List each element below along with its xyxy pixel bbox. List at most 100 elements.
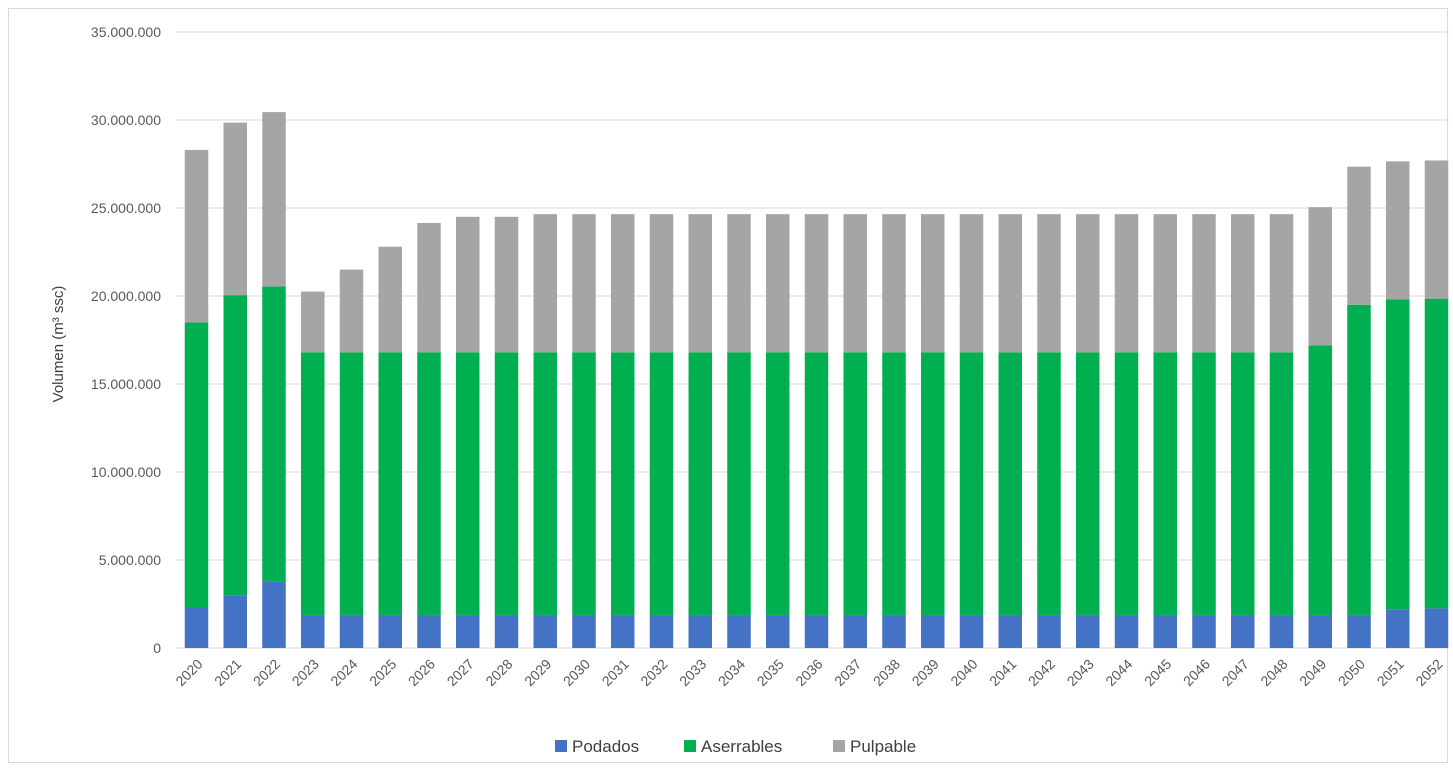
bar-segment-pulpable: [533, 214, 557, 353]
bar-segment-podados: [301, 615, 325, 648]
legend-swatch-pulpable: [833, 740, 845, 752]
bar-segment-aserrables: [1114, 352, 1139, 616]
bar-segment-pulpable: [456, 216, 480, 353]
bar-segment-pulpable: [184, 149, 209, 323]
legend-label-podados: Podados: [572, 737, 639, 756]
bar-segment-pulpable: [262, 112, 286, 287]
bar-segment-podados: [688, 615, 712, 648]
legend-swatch-aserrables: [684, 740, 696, 752]
bar-segment-pulpable: [766, 214, 790, 353]
bar-segment-podados: [882, 615, 906, 648]
bar-segment-aserrables: [1347, 304, 1371, 616]
bar-segment-pulpable: [649, 214, 674, 353]
bar-segment-pulpable: [959, 214, 984, 353]
bar-segment-pulpable: [301, 291, 325, 353]
x-tick-label: 2020: [172, 656, 205, 689]
x-tick-label: 2024: [327, 656, 360, 689]
x-tick-label: 2022: [250, 656, 283, 689]
bar-segment-pulpable: [688, 214, 712, 353]
x-tick-label: 2043: [1064, 656, 1097, 689]
bar-segment-aserrables: [1269, 352, 1294, 616]
y-tick-label: 20.000.000: [91, 288, 161, 304]
bar-segment-aserrables: [184, 322, 209, 608]
bar-segment-aserrables: [998, 352, 1022, 616]
chart-container: 0 5.000.000 10.000.000 15.000.000 20.000.000…: [8, 8, 1449, 763]
y-axis-title: Volumen (m³ ssc): [50, 286, 67, 403]
legend: Podados Aserrables Pulpable: [555, 737, 916, 756]
bar-segment-podados: [184, 607, 209, 648]
x-tick-label: 2040: [947, 656, 980, 689]
bar-segment-podados: [1192, 615, 1216, 648]
x-tick-label: 2039: [909, 656, 942, 689]
x-tick-label: 2032: [637, 656, 670, 689]
y-tick-label: 15.000.000: [91, 376, 161, 392]
bar-segment-podados: [998, 615, 1022, 648]
bar-segment-aserrables: [262, 286, 286, 582]
y-tick-label: 10.000.000: [91, 464, 161, 480]
bar-segment-aserrables: [1076, 352, 1100, 616]
bar-segment-aserrables: [688, 352, 712, 616]
x-tick-label: 2027: [444, 656, 477, 689]
legend-label-aserrables: Aserrables: [701, 737, 782, 756]
x-tick-label: 2037: [831, 656, 864, 689]
x-tick-label: 2023: [289, 656, 322, 689]
bar-segment-aserrables: [1386, 299, 1410, 610]
bar-segment-podados: [494, 615, 519, 648]
bar-segment-podados: [1114, 615, 1139, 648]
bar-segment-aserrables: [959, 352, 984, 616]
bar-segment-podados: [1308, 615, 1332, 648]
bar-segment-podados: [766, 615, 790, 648]
x-tick-label: 2052: [1412, 656, 1445, 689]
x-axis-tick-labels: 2020 2021 2022 2023 2024 2025 2026 2027 2028 2029…: [172, 656, 1445, 689]
bar-segment-aserrables: [494, 352, 519, 616]
x-tick-label: 2051: [1374, 656, 1407, 689]
x-tick-label: 2030: [560, 656, 593, 689]
x-tick-label: 2028: [482, 656, 515, 689]
y-tick-label: 5.000.000: [99, 552, 161, 568]
bar-segment-aserrables: [301, 352, 325, 616]
x-tick-label: 2038: [870, 656, 903, 689]
legend-label-pulpable: Pulpable: [850, 737, 916, 756]
bar-segment-pulpable: [611, 214, 635, 353]
y-tick-label: 0: [153, 640, 161, 656]
bar-segment-pulpable: [1076, 214, 1100, 353]
x-tick-label: 2021: [211, 656, 244, 689]
bar-segment-podados: [1347, 615, 1371, 648]
x-tick-label: 2045: [1141, 656, 1174, 689]
bar-segment-aserrables: [1153, 352, 1177, 616]
y-tick-label: 25.000.000: [91, 200, 161, 216]
bar-segment-podados: [378, 615, 402, 648]
y-tick-label: 30.000.000: [91, 112, 161, 128]
bar-segment-aserrables: [727, 352, 751, 616]
stacked-bar-chart: 0 5.000.000 10.000.000 15.000.000 20.000.000…: [50, 24, 1449, 756]
x-tick-label: 2035: [754, 656, 787, 689]
bar-segment-aserrables: [456, 352, 480, 616]
bar-segment-pulpable: [1037, 214, 1061, 353]
x-tick-label: 2031: [599, 656, 632, 689]
bar-segment-podados: [533, 615, 557, 648]
bar-segment-pulpable: [1269, 214, 1294, 353]
bar-segment-pulpable: [1347, 166, 1371, 305]
bar-segment-aserrables: [1192, 352, 1216, 616]
bars: [184, 112, 1449, 648]
bar-segment-pulpable: [1114, 214, 1139, 353]
bar-segment-podados: [804, 615, 829, 648]
bar-segment-pulpable: [921, 214, 945, 353]
bar-segment-pulpable: [417, 222, 441, 353]
x-tick-label: 2025: [366, 656, 399, 689]
bar-segment-pulpable: [1424, 160, 1449, 299]
x-tick-label: 2048: [1257, 656, 1290, 689]
x-tick-label: 2041: [986, 656, 1019, 689]
bar-segment-aserrables: [417, 352, 441, 616]
bar-segment-podados: [339, 615, 364, 648]
x-tick-label: 2033: [676, 656, 709, 689]
x-tick-label: 2047: [1219, 656, 1252, 689]
bar-segment-podados: [727, 615, 751, 648]
bar-segment-pulpable: [727, 214, 751, 353]
bar-segment-aserrables: [921, 352, 945, 616]
bar-segment-pulpable: [1386, 161, 1410, 300]
y-tick-label: 35.000.000: [91, 24, 161, 40]
bar-segment-aserrables: [649, 352, 674, 616]
bar-segment-podados: [959, 615, 984, 648]
bar-segment-aserrables: [1424, 298, 1449, 609]
